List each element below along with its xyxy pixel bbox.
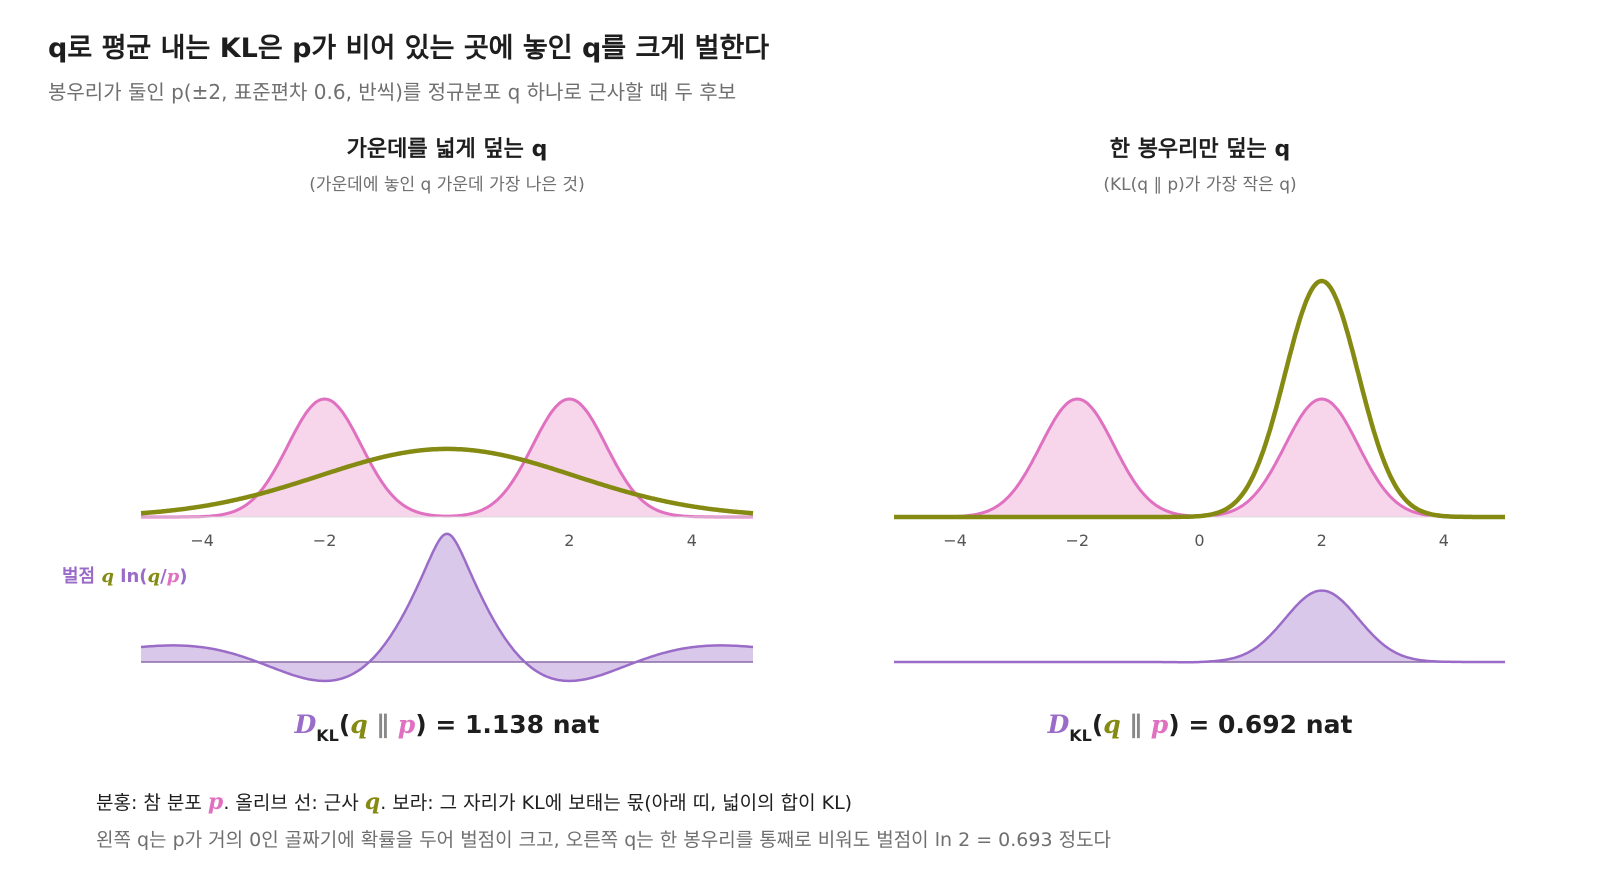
left-xtick-label: −2 [313, 531, 337, 550]
right-xtick-label: 2 [1317, 531, 1327, 550]
penalty-label-q: q [101, 566, 114, 587]
left-kl-number: = 1.138 nat [435, 710, 600, 739]
kl-sub: KL [316, 726, 339, 745]
left-penalty-area [141, 533, 753, 681]
left-xtick-label: 4 [687, 531, 697, 550]
kl-p: p [397, 710, 416, 739]
left-xtick-label: −4 [190, 531, 214, 550]
kl-close: ) [415, 710, 427, 739]
caption-part-a: 분홍: 참 분포 [96, 792, 208, 814]
right-xtick-label: −4 [943, 531, 967, 550]
penalty-label-slash: / [160, 566, 167, 587]
right-xtick-label: −2 [1066, 531, 1090, 550]
chart-subtitle: 봉우리가 둘인 p(±2, 표준편차 0.6, 반씩)를 정규분포 q 하나로 … [48, 80, 737, 104]
penalty-label-p: p [166, 566, 180, 587]
caption-part-b: . 올리브 선: 근사 [223, 792, 365, 814]
chart-title: q로 평균 내는 KL은 p가 비어 있는 곳에 놓인 q를 크게 벌한다 [48, 33, 770, 64]
kl-q: q [1103, 710, 1121, 739]
left-q-line [140, 446, 754, 516]
right-p-line [894, 397, 1505, 519]
kl-open: ( [338, 710, 351, 739]
right-p-area [894, 399, 1505, 517]
right-panel-subtitle: (KL(q ∥ p)가 가장 작은 q) [1103, 175, 1297, 195]
caption-q-symbol: q [364, 789, 381, 815]
caption-p-symbol: p [207, 789, 224, 815]
penalty-label: 벌점 q ln(q/p) [62, 562, 188, 588]
right-q-line [893, 278, 1506, 520]
kl-sub: KL [1069, 726, 1092, 745]
right-kl-number: = 0.692 nat [1188, 710, 1353, 739]
right-kl-value: DKL(q ∥ p) = 0.692 nat [880, 710, 1520, 745]
right-xtick-label: 4 [1439, 531, 1449, 550]
right-penalty-area [894, 590, 1505, 663]
kl-close: ) [1168, 710, 1180, 739]
kl-d: D [1047, 710, 1070, 739]
right-xtick-label: 0 [1194, 531, 1204, 550]
left-kl-value: DKL(q ∥ p) = 1.138 nat [127, 710, 767, 745]
left-p-line [141, 397, 753, 519]
left-xtick-label: 2 [564, 531, 574, 550]
kl-p: p [1150, 710, 1169, 739]
left-penalty-line [140, 532, 754, 683]
kl-open: ( [1091, 710, 1104, 739]
penalty-label-q2: q [147, 566, 161, 587]
kl-sep: ∥ [367, 710, 398, 739]
left-panel-subtitle: (가운데에 놓인 q 가운데 가장 나은 것) [309, 175, 585, 195]
caption-part-c: . 보라: 그 자리가 KL에 보태는 몫(아래 띠, 넓이의 합이 KL) [380, 792, 853, 814]
penalty-label-word: 벌점 [62, 566, 96, 587]
kl-d: D [294, 710, 317, 739]
penalty-label-close: ) [179, 566, 188, 587]
kl-sep: ∥ [1120, 710, 1151, 739]
kl-q: q [350, 710, 368, 739]
left-panel-title: 가운데를 넓게 덮는 q [346, 137, 548, 162]
right-panel-title: 한 봉우리만 덮는 q [1109, 137, 1291, 162]
right-penalty-line [894, 589, 1505, 664]
penalty-label-ln: ln( [120, 566, 148, 587]
left-p-area [141, 399, 753, 517]
caption-line-1: 분홍: 참 분포 p. 올리브 선: 근사 q. 보라: 그 자리가 KL에 보… [96, 788, 852, 815]
caption-line-2: 왼쪽 q는 p가 거의 0인 골짜기에 확률을 두어 벌점이 크고, 오른쪽 q… [96, 829, 1112, 851]
